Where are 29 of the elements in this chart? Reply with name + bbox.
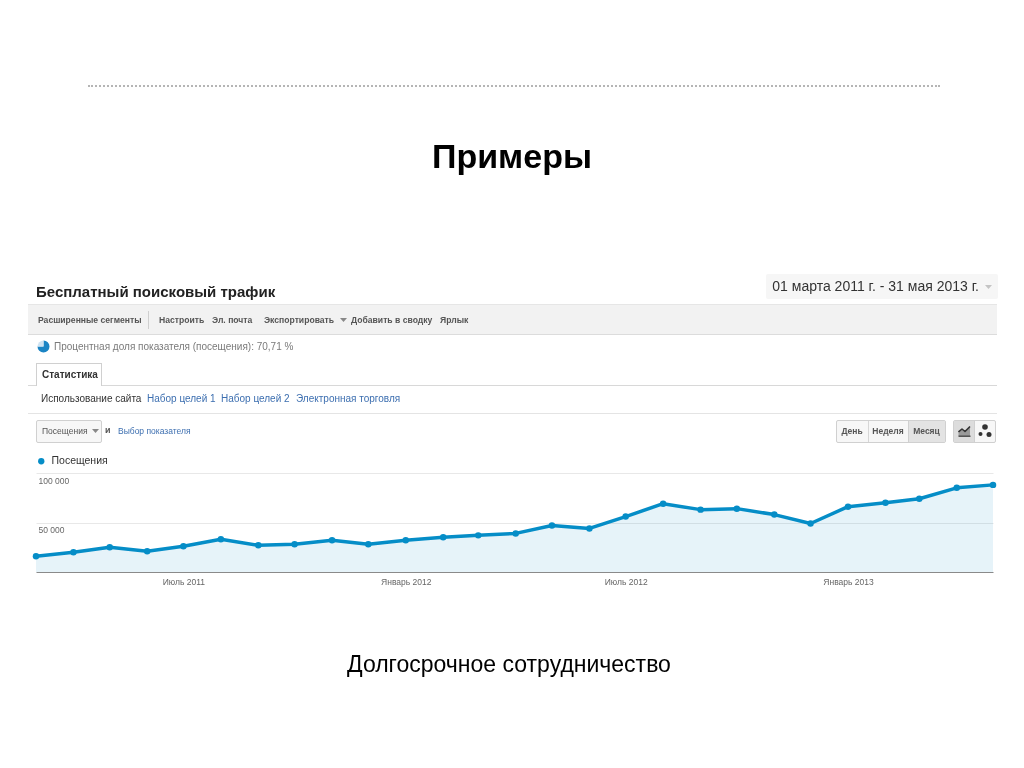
- text: Набор целей 1: [147, 393, 216, 404]
- chart-subtitle: 01 марта 2011 г. - 31 мая 2013 г.: [772, 278, 979, 294]
- text: Статистика: [42, 369, 98, 380]
- text: Ярлык: [440, 314, 469, 325]
- text: Экспортировать: [264, 314, 335, 325]
- x-tick-label: Июль 2012: [604, 576, 648, 587]
- text: Набор целей 2: [221, 393, 290, 404]
- chart-title: Бесплатный поисковый трафик: [36, 282, 276, 300]
- x-tick-label: Июль 2011: [162, 576, 206, 587]
- text: Месяц: [913, 425, 940, 436]
- text: Расширенные сегменты: [38, 314, 142, 325]
- text: Примеры: [432, 137, 592, 175]
- text: Использование сайта: [41, 393, 142, 404]
- text: Эл. почта: [212, 314, 253, 325]
- legend-label: Посещения: [51, 454, 108, 467]
- text: и: [105, 424, 111, 435]
- text: Процентная доля показателя (посещения): 70,71 %: [54, 341, 294, 352]
- text: Посещения: [42, 425, 88, 436]
- text: День: [841, 425, 863, 436]
- text: Настроить: [159, 314, 205, 325]
- text: Неделя: [872, 425, 904, 436]
- y-tick-label: 50 000: [38, 525, 65, 535]
- text: Долгосрочное сотрудничество: [347, 650, 671, 677]
- x-tick-label: Январь 2013: [823, 576, 874, 587]
- text: Выбор показателя: [118, 425, 191, 436]
- text: Добавить в сводку: [351, 314, 433, 325]
- y-tick-label: 100 000: [38, 475, 70, 486]
- text: Электронная торговля: [296, 393, 401, 404]
- x-tick-label: Январь 2012: [381, 576, 432, 587]
